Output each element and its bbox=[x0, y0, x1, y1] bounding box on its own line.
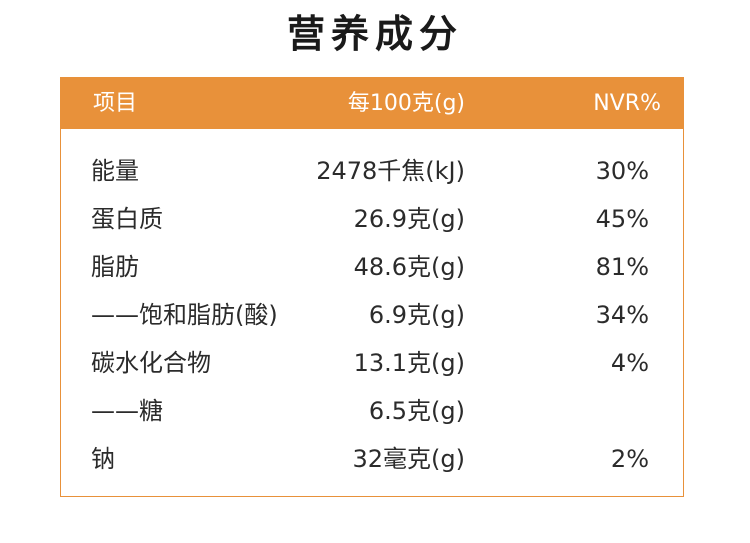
row-name: ——糖 bbox=[91, 397, 163, 425]
row-value: 32毫克(g) bbox=[352, 445, 466, 473]
row-value: 6.5克(g) bbox=[368, 397, 465, 425]
row-nvr: 45% bbox=[595, 205, 649, 233]
table-row: ——饱和脂肪(酸) 6.9克(g) 34% bbox=[61, 295, 683, 335]
row-value: 6.9克(g) bbox=[368, 301, 465, 329]
table-row: 蛋白质 26.9克(g) 45% bbox=[61, 199, 683, 239]
row-name: 钠 bbox=[91, 445, 115, 473]
row-value: 13.1克(g) bbox=[353, 349, 465, 377]
header-per100: 每100克(g) bbox=[347, 91, 465, 116]
row-name: 碳水化合物 bbox=[91, 349, 211, 377]
row-nvr: 81% bbox=[595, 253, 649, 281]
table-row: ——糖 6.5克(g) bbox=[61, 391, 683, 431]
table-row: 碳水化合物 13.1克(g) 4% bbox=[61, 343, 683, 383]
row-name: ——饱和脂肪(酸) bbox=[91, 301, 278, 329]
row-name: 蛋白质 bbox=[91, 205, 163, 233]
page-title: 营养成分 bbox=[286, 12, 463, 56]
row-nvr: 34% bbox=[595, 301, 649, 329]
row-nvr: 30% bbox=[595, 157, 649, 185]
row-value: 2478千焦(kJ) bbox=[316, 157, 465, 185]
row-name: 能量 bbox=[91, 157, 139, 185]
row-nvr: 4% bbox=[610, 349, 649, 377]
table-header: 项目 每100克(g) NVR% bbox=[61, 78, 683, 129]
row-value: 26.9克(g) bbox=[353, 205, 465, 233]
header-item: 项目 bbox=[93, 91, 138, 116]
row-nvr: 2% bbox=[610, 445, 649, 473]
table-row: 能量 2478千焦(kJ) 30% bbox=[61, 151, 683, 191]
table-row: 脂肪 48.6克(g) 81% bbox=[61, 247, 683, 287]
table-row: 钠 32毫克(g) 2% bbox=[61, 439, 683, 479]
row-value: 48.6克(g) bbox=[353, 253, 465, 281]
header-nvr: NVR% bbox=[593, 91, 661, 116]
nutrition-table: 项目 每100克(g) NVR% 能量 2478千焦(kJ) 30% 蛋白质 2… bbox=[60, 77, 684, 497]
row-name: 脂肪 bbox=[91, 253, 139, 281]
